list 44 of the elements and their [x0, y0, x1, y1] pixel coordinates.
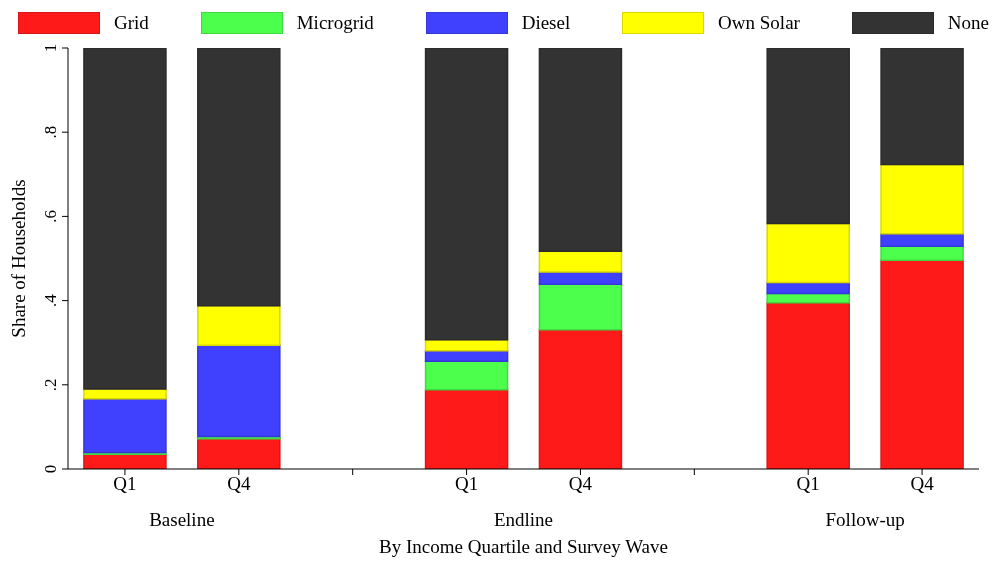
bar: [880, 245, 964, 261]
y-axis-title: Share of Households: [7, 179, 29, 338]
bar: [424, 389, 509, 469]
legend-label: Diesel: [521, 12, 571, 34]
legend-label: Own Solar: [718, 12, 800, 34]
text: Baseline: [148, 509, 216, 531]
bar: [880, 259, 964, 469]
bar: [197, 437, 281, 469]
bar: [766, 222, 850, 284]
bar: [197, 304, 281, 346]
y-tick-label: 0: [41, 464, 60, 474]
bar: [424, 360, 509, 391]
y-tick-label: .2: [41, 378, 60, 392]
text: Endline: [492, 509, 555, 531]
y-tick-label: .4: [41, 293, 60, 307]
y-tick-label: 1: [41, 43, 60, 53]
bar: [880, 48, 964, 166]
bar: [538, 48, 623, 253]
y-tick-label: .8: [41, 125, 60, 139]
bar: [538, 283, 623, 331]
y-tick-label: .6: [41, 210, 60, 223]
legend-label: None: [947, 12, 989, 34]
text: Follow-up: [824, 509, 906, 531]
bar: [83, 397, 167, 454]
bar: [766, 301, 850, 469]
bar: [83, 48, 167, 390]
legend-label: Microgrid: [296, 12, 374, 34]
bar: [766, 48, 850, 225]
x-tick-label: Q1: [454, 473, 479, 495]
x-tick-label: Q4: [568, 473, 593, 495]
bar: [880, 232, 964, 248]
x-tick-label: Q4: [910, 473, 935, 495]
x-tick-label: Q1: [113, 473, 137, 495]
legend-label: Grid: [114, 12, 149, 34]
x-axis-title: By Income Quartile and Survey Wave: [378, 536, 669, 558]
bar: [197, 48, 281, 307]
bar: [880, 163, 964, 235]
bar: [424, 349, 509, 362]
x-tick-label: Q1: [796, 473, 820, 495]
bar: [197, 344, 281, 438]
x-tick-label: Q4: [227, 473, 251, 495]
bar: [538, 328, 623, 469]
bar: [538, 250, 623, 273]
bar: [424, 48, 509, 341]
